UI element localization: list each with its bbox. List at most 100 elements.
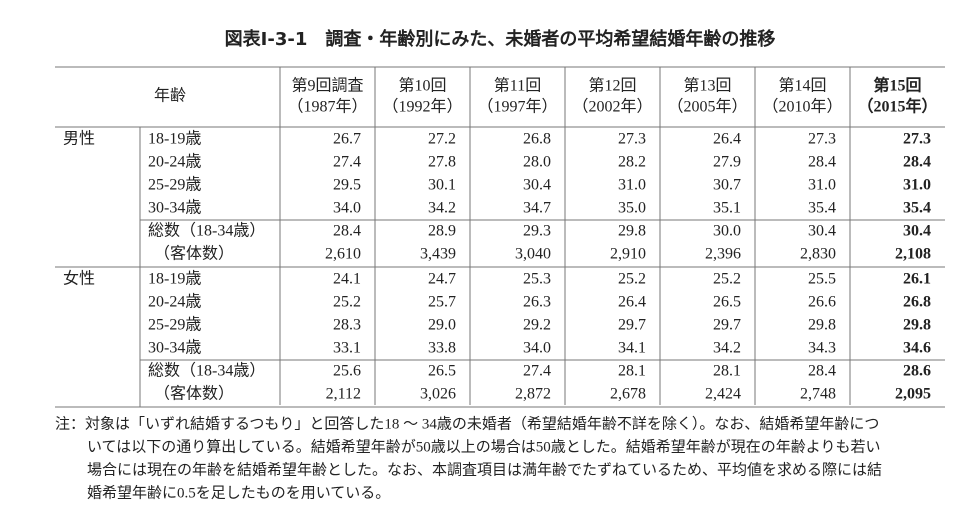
row-label: （客体数） — [154, 245, 234, 263]
cell: 24.7 — [428, 271, 456, 288]
cell: 2,910 — [610, 246, 646, 263]
cell: 28.6 — [903, 363, 931, 380]
column-year: （2010年） — [762, 98, 842, 116]
cell: 27.3 — [808, 131, 836, 148]
cell: 30.0 — [713, 223, 741, 240]
group-label: 男性 — [63, 130, 95, 148]
cell: 35.0 — [618, 200, 646, 217]
cell: 33.8 — [428, 340, 456, 357]
cell: 28.1 — [713, 363, 741, 380]
cell: 27.3 — [903, 131, 931, 148]
cell: 29.8 — [808, 317, 836, 334]
cell: 34.6 — [903, 340, 931, 357]
column-name: 第11回 — [494, 77, 541, 95]
cell: 35.1 — [713, 200, 741, 217]
cell: 24.1 — [333, 271, 361, 288]
cell: 31.0 — [618, 177, 646, 194]
cell: 30.4 — [808, 223, 836, 240]
row-label: 総数（18-34歳） — [148, 222, 265, 240]
cell: 25.6 — [333, 363, 361, 380]
cell: 2,872 — [515, 386, 551, 403]
column-year: （2015年） — [857, 97, 937, 116]
cell: 34.1 — [618, 340, 646, 357]
row-label: 20-24歳 — [148, 153, 201, 171]
column-year: （2002年） — [572, 98, 652, 116]
cell: 2,396 — [705, 246, 741, 263]
row-label: （客体数） — [154, 385, 234, 403]
cell: 29.5 — [333, 177, 361, 194]
column-year: （1987年） — [287, 98, 367, 116]
row-label: 18-19歳 — [148, 270, 201, 288]
cell: 2,678 — [610, 386, 646, 403]
cell: 29.8 — [903, 317, 931, 334]
cell: 27.4 — [523, 363, 551, 380]
cell: 28.4 — [903, 154, 931, 171]
cell: 30.4 — [523, 177, 551, 194]
cell: 34.3 — [808, 340, 836, 357]
cell: 34.0 — [333, 200, 361, 217]
cell: 27.4 — [333, 154, 361, 171]
cell: 26.5 — [713, 294, 741, 311]
cell: 28.9 — [428, 223, 456, 240]
row-label: 18-19歳 — [148, 130, 201, 148]
column-name: 第9回調査 — [291, 77, 363, 95]
cell: 2,095 — [895, 386, 931, 403]
group-label: 女性 — [63, 269, 95, 288]
cell: 25.5 — [808, 271, 836, 288]
cell: 29.0 — [428, 317, 456, 334]
column-name: 第13回 — [683, 77, 731, 95]
cell: 30.1 — [428, 177, 456, 194]
cell: 27.9 — [713, 154, 741, 171]
cell: 31.0 — [903, 177, 931, 194]
cell: 26.7 — [333, 131, 361, 148]
cell: 2,424 — [705, 386, 741, 403]
cell: 26.6 — [808, 294, 836, 311]
row-label: 25-29歳 — [148, 176, 201, 194]
title: 図表Ⅰ-3-1 調査・年齢別にみた、未婚者の平均希望結婚年齢の推移 — [225, 28, 776, 50]
row-label: 総数（18-34歳） — [148, 362, 265, 380]
cell: 29.3 — [523, 223, 551, 240]
cell: 2,112 — [326, 386, 361, 403]
cell: 3,026 — [420, 386, 456, 403]
note-line: 場合には現在の年齢を結婚希望年齢とした。なお、本調査項目は満年齢でたずねているた… — [87, 461, 882, 478]
cell: 28.3 — [333, 317, 361, 334]
cell: 29.7 — [618, 317, 646, 334]
cell: 33.1 — [333, 340, 361, 357]
column-name: 第12回 — [588, 77, 636, 95]
row-label: 20-24歳 — [148, 293, 201, 311]
cell: 26.3 — [523, 294, 551, 311]
row-label: 30-34歳 — [148, 339, 201, 357]
note-line: いては以下の通り算出している。結婚希望年齢が50歳以上の場合は50歳とした。結婚… — [87, 437, 881, 455]
cell: 28.4 — [808, 154, 836, 171]
row-label: 25-29歳 — [148, 316, 201, 334]
cell: 27.3 — [618, 131, 646, 148]
cell: 25.2 — [333, 294, 361, 311]
column-year: （1997年） — [477, 98, 557, 116]
cell: 26.8 — [903, 294, 931, 311]
cell: 30.7 — [713, 177, 741, 194]
cell: 26.4 — [713, 131, 741, 148]
cell: 25.2 — [713, 271, 741, 288]
cell: 28.2 — [618, 154, 646, 171]
cell: 2,108 — [895, 246, 931, 263]
column-year: （1992年） — [382, 98, 462, 116]
cell: 31.0 — [808, 177, 836, 194]
cell: 3,439 — [420, 246, 456, 263]
column-name: 第15回 — [873, 76, 921, 95]
cell: 25.2 — [618, 271, 646, 288]
row-label: 30-34歳 — [148, 199, 201, 217]
cell: 26.1 — [903, 271, 931, 288]
cell: 28.4 — [808, 363, 836, 380]
cell: 27.8 — [428, 154, 456, 171]
cell: 30.4 — [903, 223, 931, 240]
cell: 25.3 — [523, 271, 551, 288]
column-name: 第10回 — [398, 77, 446, 95]
cell: 35.4 — [808, 200, 836, 217]
cell: 2,610 — [325, 246, 361, 263]
cell: 26.5 — [428, 363, 456, 380]
cell: 34.2 — [428, 200, 456, 217]
column-name: 第14回 — [778, 77, 826, 95]
cell: 26.4 — [618, 294, 646, 311]
cell: 34.7 — [523, 200, 551, 217]
